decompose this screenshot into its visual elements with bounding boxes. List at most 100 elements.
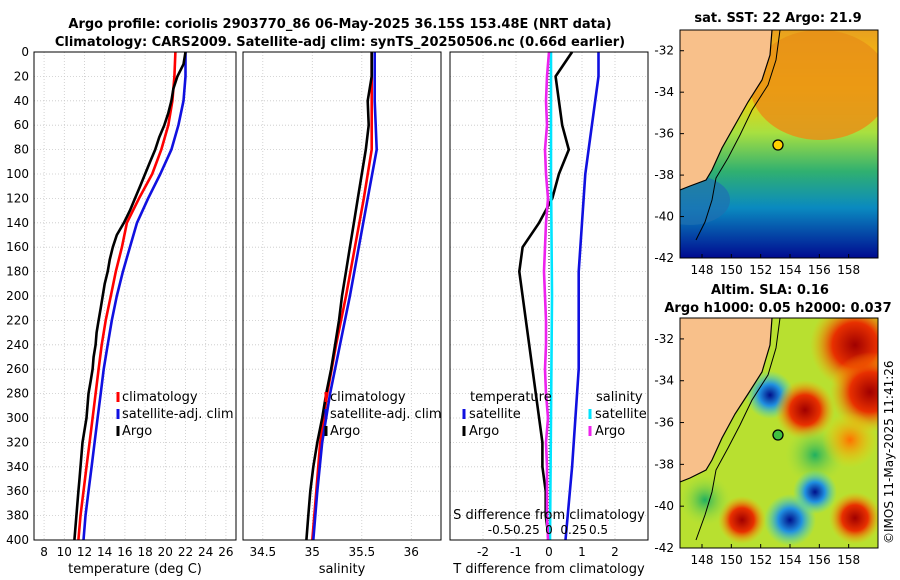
lat-tick-label: -34 xyxy=(654,374,674,388)
x-tick-label: 35 xyxy=(305,545,320,559)
legend-title-temperature: temperature xyxy=(470,390,552,405)
depth-tick-label: 40 xyxy=(14,94,29,108)
lat-tick-label: -38 xyxy=(654,457,674,471)
series-line-satellite-adj-clim xyxy=(312,52,379,541)
sla-map: Altim. SLA: 0.16 Argo h1000: 0.05 h2000:… xyxy=(654,283,891,567)
x-tick-label: 14 xyxy=(97,545,112,559)
legend-label: climatology xyxy=(330,390,406,405)
sla-coastline xyxy=(680,318,773,483)
sla-blob xyxy=(775,380,835,440)
legend-label: Argo xyxy=(595,424,625,439)
plot-frame xyxy=(242,51,442,541)
depth-tick-label: 60 xyxy=(14,118,29,132)
sla-land xyxy=(680,318,772,482)
sst-contour xyxy=(695,30,781,241)
x-tick-label: 24 xyxy=(198,545,213,559)
depth-tick-label: 120 xyxy=(6,191,29,205)
sla-blob xyxy=(793,470,837,514)
lat-tick-label: -40 xyxy=(654,499,674,513)
x-tick-label: 18 xyxy=(137,545,152,559)
x-tick-label: 20 xyxy=(158,545,173,559)
sla-map-frame xyxy=(679,317,879,549)
plot-frame xyxy=(33,51,237,541)
legend-label: Argo xyxy=(122,424,152,439)
depth-tick-label: 100 xyxy=(6,167,29,181)
depth-tick-label: 300 xyxy=(6,411,29,425)
x2-tick-label: 0.5 xyxy=(589,523,608,537)
figure-title-line1: Argo profile: coriolis 2903770_86 06-May… xyxy=(68,17,611,32)
x-tick-label: 8 xyxy=(40,545,48,559)
sla-map-ticks: 148 150 152 154 156 158 -32 -34 -36 -38 -40 -42 xyxy=(654,332,860,567)
sla-argo-marker xyxy=(772,429,784,441)
sst-argo-marker xyxy=(772,139,784,151)
sla-map-title-line1: Altim. SLA: 0.16 xyxy=(711,283,829,298)
depth-tick-label: 160 xyxy=(6,240,29,254)
lon-tick-label: 158 xyxy=(837,553,860,567)
legend-title-salinity: salinity xyxy=(596,390,643,405)
series-line-argo xyxy=(305,52,374,541)
series-line-climatology xyxy=(77,51,177,541)
lat-tick-label: -32 xyxy=(654,44,674,58)
lon-tick-label: 150 xyxy=(720,553,743,567)
depth-tick-label: 240 xyxy=(6,338,29,352)
x-tick-label: 16 xyxy=(117,545,132,559)
lat-tick-label: -32 xyxy=(654,332,674,346)
lon-tick-label: 148 xyxy=(691,263,714,277)
x2-tick-label: -0.5 xyxy=(488,523,511,537)
depth-tick-label: 380 xyxy=(6,509,29,523)
x2-tick-label: -0.25 xyxy=(509,523,540,537)
x-tick-label: 10 xyxy=(57,545,72,559)
x-tick-label: 0 xyxy=(545,545,553,559)
x-tick-label: 2 xyxy=(611,545,619,559)
x-tick-label: -2 xyxy=(477,545,489,559)
lat-tick-label: -42 xyxy=(654,541,674,555)
x-tick-label: 1 xyxy=(578,545,586,559)
x-axis-label: T difference from climatology xyxy=(452,562,645,577)
depth-tick-label: 260 xyxy=(6,362,29,376)
x-tick-label: 34.5 xyxy=(249,545,276,559)
x-tick-label: 22 xyxy=(178,545,193,559)
series-line-satellite-adj-clim xyxy=(82,52,187,541)
difference-panel: -2 -1 0 1 2 T difference from climatology temp… xyxy=(449,51,649,577)
series-line-argo xyxy=(73,51,187,541)
salinity-panel: 34.5 35 35.5 36 salinity climatology satellite… xyxy=(242,51,442,577)
sst-map-frame xyxy=(679,29,879,259)
sla-blob xyxy=(829,492,878,544)
sla-contour xyxy=(695,318,781,541)
depth-tick-label: 200 xyxy=(6,289,29,303)
legend-label: satellite-adj. clim xyxy=(330,407,442,422)
series-line-t-satellite xyxy=(564,52,600,541)
depth-tick-label: 0 xyxy=(21,45,29,59)
lon-tick-label: 152 xyxy=(749,263,772,277)
x-tick-label: 26 xyxy=(218,545,233,559)
lon-tick-label: 156 xyxy=(808,553,831,567)
sla-blob xyxy=(830,352,878,432)
depth-tick-label: 400 xyxy=(6,533,29,547)
sst-map-ticks: 148 150 152 154 156 158 -32 -34 -36 -38 -40 -42 xyxy=(654,44,860,277)
depth-tick-label: 180 xyxy=(6,265,29,279)
lon-tick-label: 154 xyxy=(779,263,802,277)
sst-map-title: sat. SST: 22 Argo: 21.9 xyxy=(694,11,861,26)
legend-label: satellite xyxy=(595,407,647,422)
sst-map: sat. SST: 22 Argo: 21.9 148 150 152 154 156 1… xyxy=(654,11,879,277)
series-line-climatology xyxy=(311,52,374,541)
legend-label: climatology xyxy=(122,390,198,405)
credit-label: ©IMOS 11-May-2025 11:41:26 xyxy=(882,360,896,544)
depth-tick-label: 220 xyxy=(6,313,29,327)
sst-land xyxy=(680,30,772,190)
legend-label: Argo xyxy=(330,424,360,439)
x2-tick-label: 0.25 xyxy=(560,523,587,537)
lon-tick-label: 152 xyxy=(749,553,772,567)
depth-tick-label: 280 xyxy=(6,387,29,401)
lat-tick-label: -36 xyxy=(654,416,674,430)
figure-title-line2: Climatology: CARS2009. Satellite-adj cli… xyxy=(55,35,625,50)
lat-tick-label: -34 xyxy=(654,85,674,99)
sst-warm-region xyxy=(750,30,878,140)
legend-label: satellite-adj. clim xyxy=(122,407,234,422)
x2-tick-label: 0 xyxy=(545,523,553,537)
sst-cool-region xyxy=(680,175,730,225)
legend-label: satellite xyxy=(469,407,521,422)
temperature-panel: 8 10 12 14 16 18 20 22 24 26020406080100120140160… xyxy=(6,45,237,577)
lat-tick-label: -40 xyxy=(654,210,674,224)
